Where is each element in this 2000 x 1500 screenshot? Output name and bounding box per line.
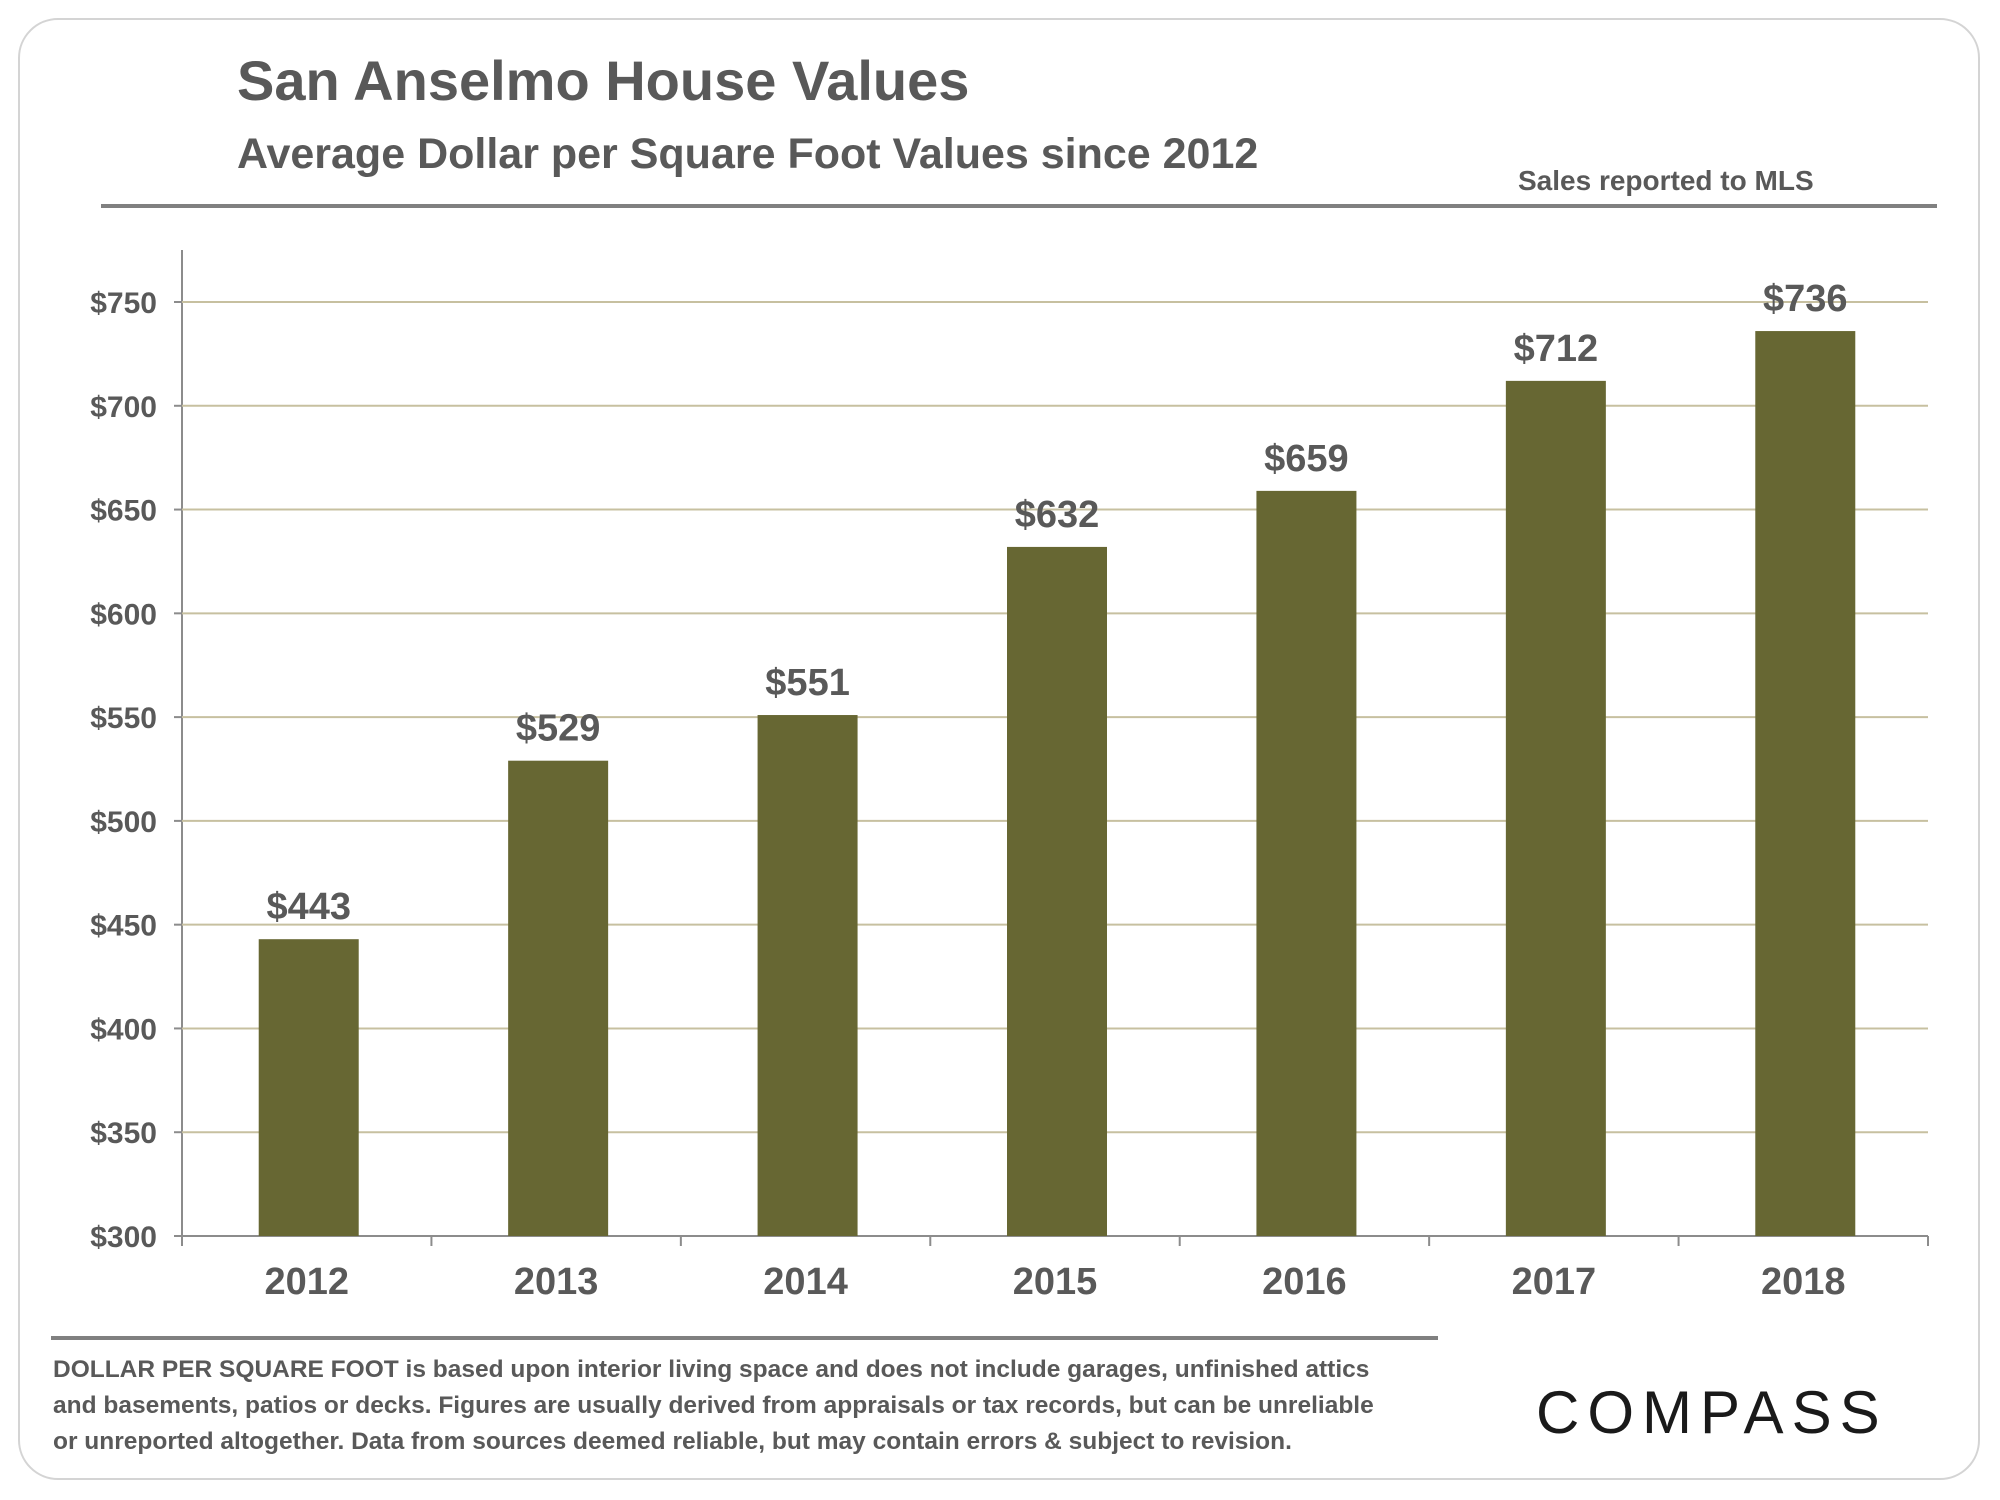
x-tick-label: 2016 [1262, 1261, 1347, 1303]
x-tick-label: 2015 [1013, 1261, 1098, 1303]
bar-value-label: $529 [516, 708, 601, 750]
x-tick-label: 2017 [1512, 1261, 1597, 1303]
footnote-line-3: or unreported altogether. Data from sour… [53, 1428, 1292, 1455]
compass-logo: COMPASS [1536, 1379, 1888, 1446]
y-tick-label: $500 [90, 806, 157, 839]
bar-value-label: $632 [1015, 494, 1100, 536]
bar [258, 939, 359, 1236]
header-divider [101, 204, 1937, 208]
y-tick-label: $550 [90, 702, 157, 735]
y-tick-label: $300 [90, 1221, 157, 1254]
x-tick-label: 2013 [514, 1261, 599, 1303]
source-note: Sales reported to MLS [1518, 165, 1814, 196]
footnote: DOLLAR PER SQUARE FOOT is based upon int… [53, 1352, 1453, 1460]
bar [1755, 331, 1856, 1237]
footnote-line-1-rest: is based upon interior living space and … [398, 1356, 1370, 1383]
bar [508, 760, 609, 1236]
bar-value-label: $551 [765, 662, 850, 704]
bar-value-label: $443 [266, 886, 351, 928]
bar-value-label: $659 [1264, 438, 1349, 480]
y-tick-label: $600 [90, 598, 157, 631]
x-tick-label: 2018 [1761, 1261, 1846, 1303]
x-tick-label: 2012 [264, 1261, 349, 1303]
bar [1007, 546, 1107, 1236]
bar [1505, 380, 1606, 1237]
y-tick-label: $400 [90, 1013, 157, 1046]
bar-value-label: $712 [1514, 328, 1599, 370]
y-tick-label: $350 [90, 1117, 157, 1150]
chart-subtitle: Average Dollar per Square Foot Values si… [237, 130, 1259, 178]
y-tick-label: $700 [90, 391, 157, 424]
footnote-line-2: and basements, patios or decks. Figures … [53, 1392, 1374, 1419]
x-tick-label: 2014 [763, 1261, 848, 1303]
chart-title: San Anselmo House Values [237, 49, 970, 112]
y-tick-label: $650 [90, 495, 157, 528]
bar-value-label: $736 [1763, 278, 1848, 320]
bar [757, 715, 858, 1236]
footnote-line-1: DOLLAR PER SQUARE FOOT is based upon int… [53, 1352, 1453, 1388]
y-tick-label: $450 [90, 910, 157, 943]
bar [1256, 490, 1357, 1236]
footnote-divider [51, 1336, 1438, 1340]
y-tick-label: $750 [90, 287, 157, 320]
footnote-lead: DOLLAR PER SQUARE FOOT [53, 1356, 399, 1383]
